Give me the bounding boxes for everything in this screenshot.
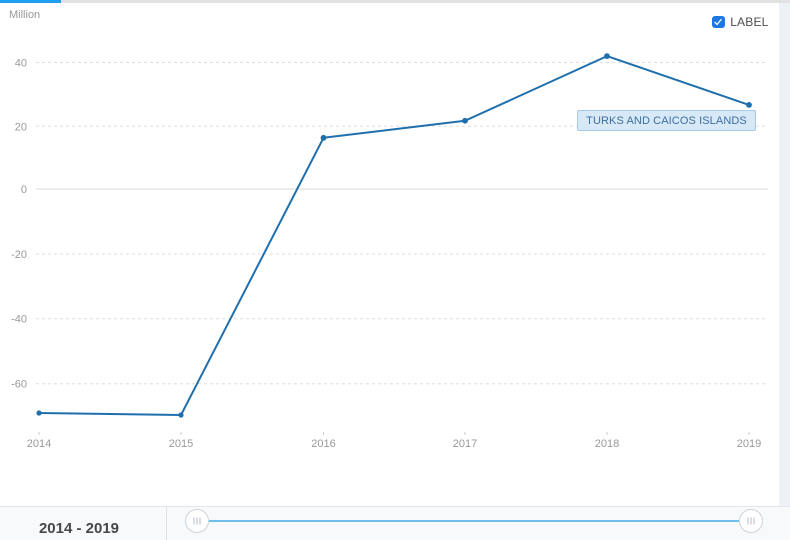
svg-text:40: 40 — [15, 58, 27, 70]
svg-text:2018: 2018 — [595, 438, 619, 450]
svg-text:0: 0 — [21, 184, 27, 196]
svg-text:2017: 2017 — [453, 438, 477, 450]
svg-text:2015: 2015 — [169, 438, 193, 450]
svg-text:2016: 2016 — [311, 438, 335, 450]
svg-text:-60: -60 — [11, 379, 27, 391]
svg-text:-20: -20 — [11, 249, 27, 261]
svg-text:20: 20 — [15, 121, 27, 133]
svg-text:-40: -40 — [11, 314, 27, 326]
svg-text:2019: 2019 — [737, 438, 761, 450]
svg-text:2014: 2014 — [27, 438, 51, 450]
